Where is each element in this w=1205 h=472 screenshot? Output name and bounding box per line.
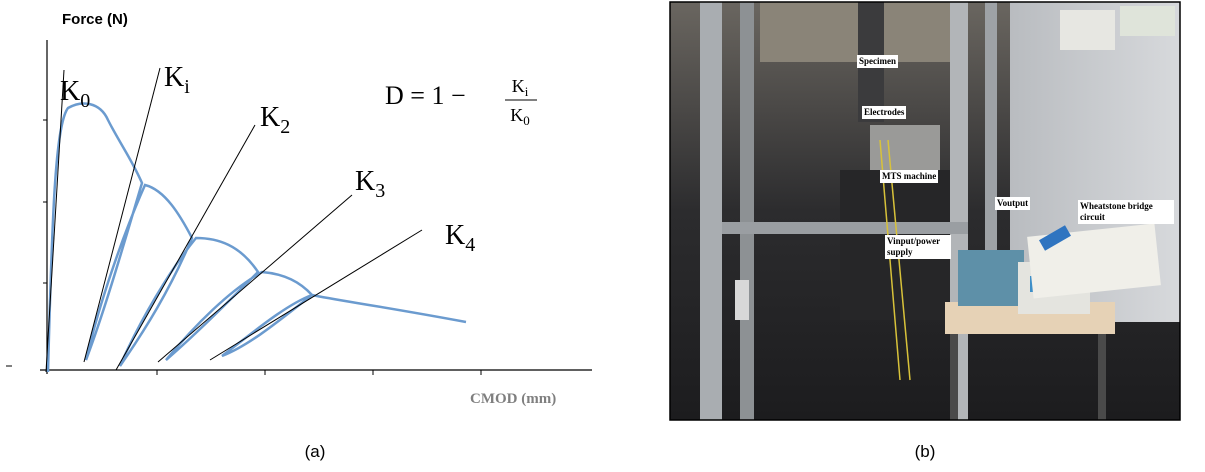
table-leg: [1098, 334, 1106, 420]
stiffness-label: K2: [260, 102, 290, 138]
photo-label: Specimen: [857, 55, 898, 68]
stiffness-label: Ki: [164, 62, 190, 98]
stiffness-label: K0: [60, 76, 90, 112]
y-axis-label: Force (N): [62, 11, 128, 28]
cabinet-shelf: [722, 222, 968, 234]
stiffness-lines: [46, 68, 422, 372]
subscript: i: [525, 84, 529, 99]
photo-label: Voutput: [995, 197, 1030, 210]
panel-b-photo: (b): [670, 2, 1180, 461]
photo-label: Wheatstone bridge circuit: [1078, 200, 1174, 224]
figure: Force (N) CMOD (mm) K0KiK2K3K4 D = 1 − K…: [0, 0, 1205, 472]
cabinet-frame: [740, 2, 754, 420]
poster: [1120, 6, 1175, 36]
symbol: K: [60, 76, 80, 107]
x-ticks: [157, 370, 481, 375]
subscript: 2: [280, 116, 290, 138]
photo-label: Vinput/power supply: [885, 235, 951, 259]
poster: [1060, 10, 1115, 50]
subscript: 0: [80, 90, 90, 112]
symbol: K: [445, 220, 465, 251]
stiffness-label: K3: [355, 166, 385, 202]
stiffness-label: K4: [445, 220, 475, 256]
subscript: 0: [523, 113, 530, 128]
subscript: 4: [465, 234, 475, 256]
cabinet-frame: [700, 2, 722, 420]
formula-numerator: Ki: [512, 76, 529, 99]
y-ticks: [6, 120, 47, 366]
figure-svg: Force (N) CMOD (mm) K0KiK2K3K4 D = 1 − K…: [0, 0, 1205, 472]
ki-line: [84, 68, 160, 362]
label-plate: [735, 280, 749, 320]
caption-a: (a): [305, 442, 326, 461]
symbol: K: [512, 76, 525, 96]
caption-b: (b): [915, 442, 936, 461]
x-axis-label: CMOD (mm): [470, 391, 556, 407]
symbol: K: [355, 166, 375, 197]
subscript: 3: [375, 180, 385, 202]
table-leg: [950, 334, 958, 420]
k0-line: [46, 70, 64, 372]
photo-label: MTS machine: [880, 170, 938, 183]
formula-denominator: K0: [510, 105, 530, 128]
k4-line: [210, 230, 422, 360]
power-supply: [958, 250, 1024, 306]
subscript: i: [184, 76, 190, 98]
formula: D = 1 − Ki K0: [385, 76, 537, 128]
symbol: K: [164, 62, 184, 93]
symbol: K: [260, 102, 280, 133]
ceiling: [760, 2, 950, 62]
symbol: K: [510, 105, 523, 125]
formula-lhs: D = 1 −: [385, 81, 466, 110]
photo-label: Electrodes: [862, 106, 906, 119]
